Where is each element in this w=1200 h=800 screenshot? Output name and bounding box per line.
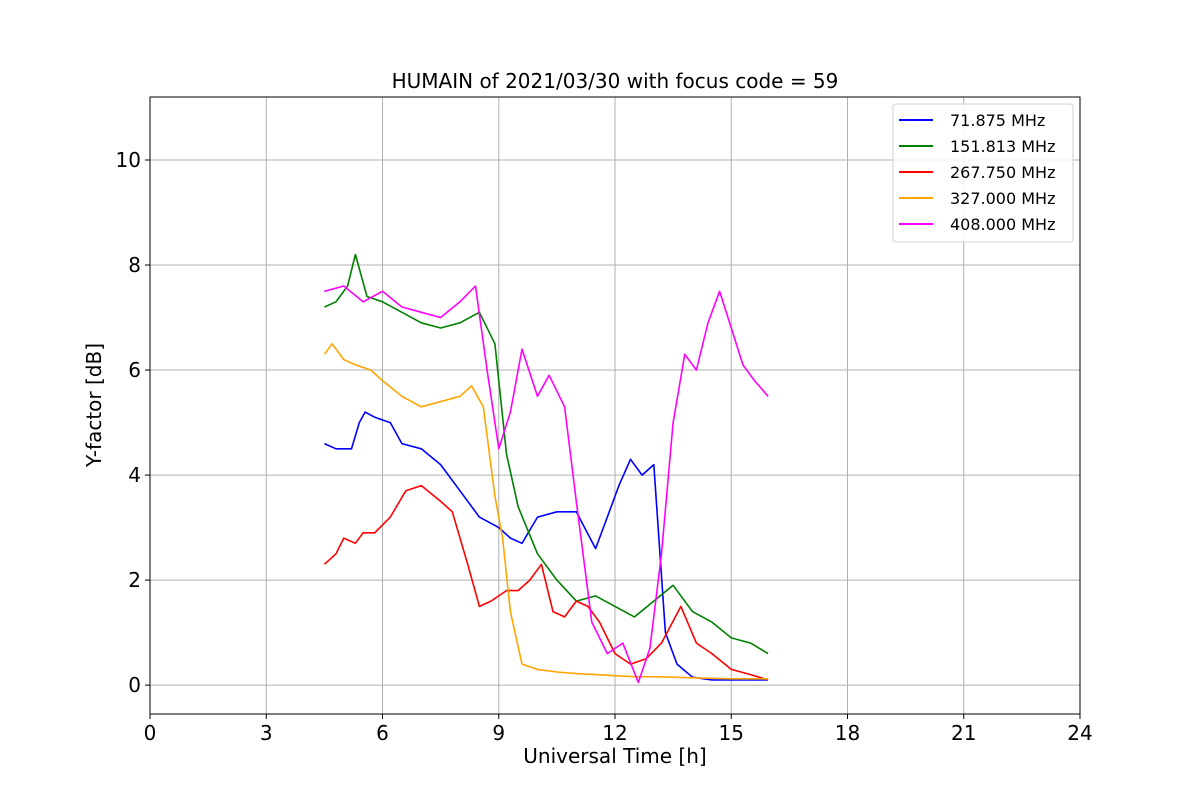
legend-entry-label: 327.000 MHz: [950, 189, 1055, 208]
series-line-1: [324, 253, 769, 655]
x-tick-label: 24: [1067, 721, 1092, 745]
y-tick-label: 0: [128, 673, 141, 697]
chart-title: HUMAIN of 2021/03/30 with focus code = 5…: [392, 69, 839, 93]
x-tick-label: 21: [951, 721, 976, 745]
series-line-4: [324, 285, 769, 684]
y-tick-label: 4: [128, 463, 141, 487]
series-line-2: [323, 484, 769, 681]
series-layer: [323, 253, 769, 684]
y-axis: 0 2 4 6 8 10: [116, 148, 150, 697]
y-tick-label: 10: [116, 148, 141, 172]
legend-entry-label: 267.750 MHz: [950, 163, 1055, 182]
y-tick-label: 6: [128, 358, 141, 382]
x-axis-label: Universal Time [h]: [523, 744, 706, 768]
legend-box: [892, 103, 1074, 243]
grid: [149, 97, 1081, 714]
x-tick-label: 3: [260, 721, 273, 745]
x-axis: 0 3 6 9 12 15 18 21 24: [144, 714, 1093, 745]
legend: 71.875 MHz 151.813 MHz 267.750 MHz 327.000 …: [892, 103, 1074, 243]
y-axis-label: Y-factor [dB]: [82, 343, 106, 468]
x-tick-label: 0: [144, 721, 157, 745]
x-tick-label: 12: [602, 721, 627, 745]
series-line-3: [323, 342, 769, 680]
x-tick-label: 15: [719, 721, 744, 745]
x-tick-label: 9: [492, 721, 505, 745]
x-tick-label: 6: [376, 721, 389, 745]
y-tick-label: 2: [128, 568, 141, 592]
series-line-0: [324, 411, 769, 681]
x-tick-label: 18: [835, 721, 860, 745]
legend-entry-label: 151.813 MHz: [950, 137, 1055, 156]
y-tick-label: 8: [128, 253, 141, 277]
legend-entry-label: 408.000 MHz: [950, 215, 1055, 234]
legend-entry-label: 71.875 MHz: [950, 111, 1045, 130]
